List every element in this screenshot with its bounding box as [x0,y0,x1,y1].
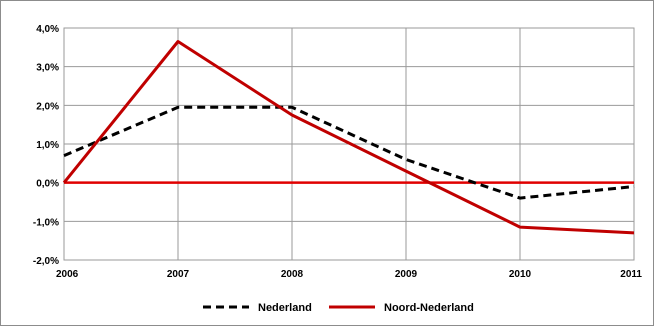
y-tick-label: 3,0% [36,63,59,74]
y-tick-label: 1,0% [36,140,59,151]
y-tick-label: 4,0% [36,24,59,35]
y-tick-label: 2,0% [36,101,59,112]
series-line-noord-nederland [62,40,635,235]
y-tick-label: -1,0% [33,217,59,228]
x-tick-label: 2006 [56,269,79,280]
y-tick-label: 0,0% [36,179,59,190]
series-line-nederland [63,105,635,200]
x-tick-label: 2007 [167,269,190,280]
legend-item-nederland: Nederland [203,302,312,314]
x-axis-ticks: 2006 2007 2008 2009 2010 2011 [56,269,642,280]
x-tick-label: 2008 [281,269,304,280]
x-tick-label: 2011 [620,269,642,280]
legend-item-noord-nederland: Noord-Nederland [329,302,474,314]
series-lines [62,40,635,235]
y-axis-ticks: 4,0% 3,0% 2,0% 1,0% 0,0% -1,0% -2,0% [33,24,59,267]
x-tick-label: 2010 [509,269,532,280]
y-tick-label: -2,0% [33,256,59,267]
x-tick-label: 2009 [395,269,418,280]
legend: Nederland Noord-Nederland [203,302,474,314]
legend-label-noord-nederland: Noord-Nederland [384,302,474,314]
legend-label-nederland: Nederland [258,302,312,314]
